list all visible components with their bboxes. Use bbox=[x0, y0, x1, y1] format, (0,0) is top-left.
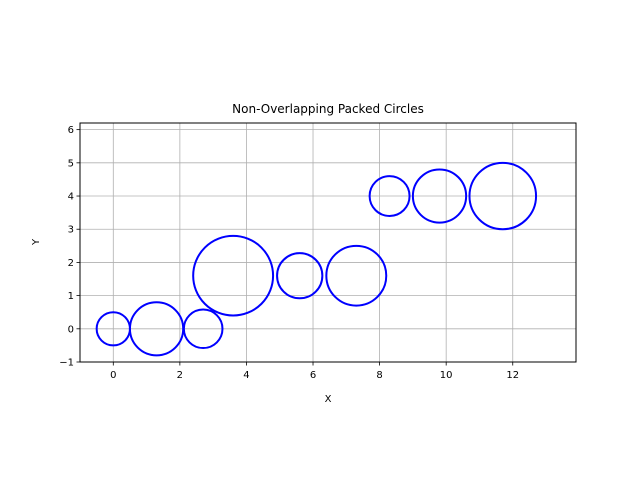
y-tick-label: 5 bbox=[68, 158, 74, 169]
circle-7 bbox=[368, 175, 411, 217]
x-tick-label: 4 bbox=[243, 370, 249, 381]
x-tick-label: 2 bbox=[177, 370, 183, 381]
chart-title: Non-Overlapping Packed Circles bbox=[232, 102, 424, 116]
y-tick-label: 3 bbox=[68, 225, 74, 236]
circle-8 bbox=[411, 168, 468, 224]
circle-4 bbox=[192, 234, 275, 317]
circle-9 bbox=[468, 161, 538, 231]
circle-5 bbox=[276, 252, 324, 300]
x-tick-label: 12 bbox=[506, 370, 519, 381]
y-tick-label: −1 bbox=[59, 358, 74, 369]
y-tick-label: 0 bbox=[68, 324, 74, 335]
y-tick-label: 4 bbox=[68, 192, 74, 203]
x-tick-label: 0 bbox=[110, 370, 116, 381]
x-tick-label: 8 bbox=[376, 370, 382, 381]
y-axis: −1 0 1 2 3 4 5 6 bbox=[59, 125, 80, 369]
circle-6 bbox=[325, 244, 388, 307]
circles bbox=[95, 161, 538, 357]
x-tick-label: 10 bbox=[440, 370, 453, 381]
y-axis-label: Y bbox=[31, 238, 42, 246]
circle-3 bbox=[182, 308, 224, 350]
y-tick-label: 1 bbox=[68, 291, 74, 302]
y-tick-label: 6 bbox=[68, 125, 74, 136]
y-tick-label: 2 bbox=[68, 258, 74, 269]
grid bbox=[80, 123, 576, 363]
x-tick-label: 6 bbox=[310, 370, 316, 381]
plot-frame bbox=[79, 122, 577, 363]
x-axis: 0 2 4 6 8 10 12 bbox=[110, 362, 519, 381]
x-axis-label: X bbox=[325, 394, 332, 405]
